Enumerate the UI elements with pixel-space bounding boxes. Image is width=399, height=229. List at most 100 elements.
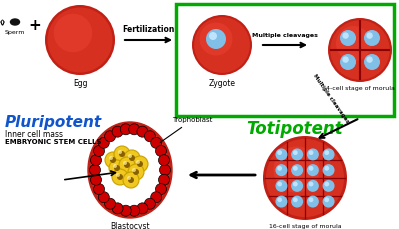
Text: Sperm: Sperm <box>5 30 25 35</box>
Circle shape <box>158 155 170 166</box>
Circle shape <box>120 205 131 216</box>
Circle shape <box>342 32 349 39</box>
Ellipse shape <box>91 125 169 215</box>
Text: +: + <box>29 17 41 33</box>
Circle shape <box>114 165 120 171</box>
Text: Pluripotent: Pluripotent <box>5 115 102 130</box>
Circle shape <box>340 30 356 46</box>
Circle shape <box>158 174 170 185</box>
Circle shape <box>137 126 148 137</box>
Ellipse shape <box>88 122 172 218</box>
Circle shape <box>307 196 319 207</box>
Circle shape <box>194 17 250 73</box>
Circle shape <box>156 145 166 156</box>
Circle shape <box>120 124 131 135</box>
Circle shape <box>129 155 135 161</box>
Text: Fertilization: Fertilization <box>122 25 174 34</box>
Circle shape <box>277 197 282 202</box>
Circle shape <box>322 180 335 192</box>
Circle shape <box>364 54 380 70</box>
Circle shape <box>328 18 392 82</box>
Circle shape <box>307 148 319 161</box>
Circle shape <box>366 32 373 39</box>
Circle shape <box>364 30 380 46</box>
Circle shape <box>144 131 155 142</box>
Circle shape <box>293 197 298 202</box>
Circle shape <box>132 168 136 172</box>
Circle shape <box>93 184 105 195</box>
Circle shape <box>322 148 335 161</box>
Text: Multiple cleavages: Multiple cleavages <box>312 73 350 124</box>
Circle shape <box>45 5 115 75</box>
Circle shape <box>105 131 116 142</box>
Circle shape <box>112 126 123 137</box>
Circle shape <box>129 205 140 216</box>
Circle shape <box>93 145 105 156</box>
Circle shape <box>89 164 101 175</box>
Ellipse shape <box>10 19 20 25</box>
Text: 16-cell stage of morula: 16-cell stage of morula <box>269 224 341 229</box>
Circle shape <box>291 148 303 161</box>
Ellipse shape <box>97 131 163 209</box>
Circle shape <box>209 32 217 40</box>
Circle shape <box>54 14 92 52</box>
Circle shape <box>275 196 287 207</box>
Circle shape <box>105 198 116 209</box>
Circle shape <box>324 182 329 186</box>
Circle shape <box>132 156 148 172</box>
Circle shape <box>206 29 226 49</box>
Circle shape <box>160 164 170 175</box>
Circle shape <box>291 164 303 176</box>
Circle shape <box>129 124 140 135</box>
Circle shape <box>309 197 314 202</box>
Circle shape <box>47 8 113 73</box>
Text: Blastocyst: Blastocyst <box>110 222 150 229</box>
Circle shape <box>98 192 109 203</box>
Circle shape <box>112 203 123 214</box>
Circle shape <box>336 26 371 61</box>
Circle shape <box>128 164 144 180</box>
Circle shape <box>293 150 298 155</box>
Circle shape <box>307 164 319 176</box>
Circle shape <box>275 148 287 161</box>
Circle shape <box>91 155 101 166</box>
Text: Egg: Egg <box>73 79 87 88</box>
Circle shape <box>109 156 113 160</box>
Circle shape <box>151 192 162 203</box>
Circle shape <box>109 160 125 176</box>
Circle shape <box>156 184 166 195</box>
Circle shape <box>110 157 116 163</box>
Circle shape <box>277 150 282 155</box>
Circle shape <box>309 182 314 186</box>
Circle shape <box>113 164 117 168</box>
Text: 4-cell stage of morula: 4-cell stage of morula <box>326 86 395 91</box>
Circle shape <box>118 150 122 154</box>
Circle shape <box>91 174 101 185</box>
Circle shape <box>116 173 120 177</box>
Circle shape <box>151 137 162 148</box>
Circle shape <box>136 160 140 164</box>
Circle shape <box>309 150 314 155</box>
Text: Multiple cleavages: Multiple cleavages <box>252 33 318 38</box>
Text: Inner cell mass: Inner cell mass <box>5 130 63 139</box>
Circle shape <box>275 180 287 192</box>
Circle shape <box>309 166 314 171</box>
Circle shape <box>307 180 319 192</box>
Circle shape <box>128 154 132 158</box>
Circle shape <box>366 56 373 63</box>
Circle shape <box>263 136 347 220</box>
Circle shape <box>277 182 282 186</box>
Circle shape <box>124 162 130 168</box>
Circle shape <box>124 150 140 166</box>
Circle shape <box>144 198 155 209</box>
Circle shape <box>192 15 252 75</box>
Circle shape <box>127 176 131 180</box>
Circle shape <box>137 161 143 167</box>
Circle shape <box>291 180 303 192</box>
Text: EMBRYONIC STEM CELLS: EMBRYONIC STEM CELLS <box>5 139 101 145</box>
Circle shape <box>342 56 349 63</box>
Circle shape <box>324 150 329 155</box>
Circle shape <box>322 196 335 207</box>
Circle shape <box>114 146 130 162</box>
Circle shape <box>293 182 298 186</box>
